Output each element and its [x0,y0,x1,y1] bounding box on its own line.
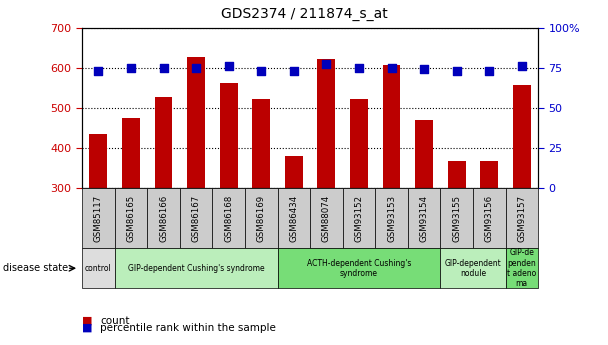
Bar [122,118,140,308]
Text: GSM93153: GSM93153 [387,195,396,242]
Text: GSM93155: GSM93155 [452,195,461,242]
Text: GSM86169: GSM86169 [257,195,266,242]
Point [354,65,364,70]
Text: disease state: disease state [3,263,68,273]
Text: GIP-dependent
nodule: GIP-dependent nodule [444,258,502,278]
Text: GSM93152: GSM93152 [354,195,364,242]
Bar [447,161,466,308]
Text: control: control [85,264,112,273]
Bar [513,85,531,308]
Point [485,68,494,74]
Point [289,68,299,74]
Text: GSM93157: GSM93157 [517,195,527,242]
Text: GIP-dependent Cushing's syndrome: GIP-dependent Cushing's syndrome [128,264,264,273]
Bar [480,161,498,308]
Point [517,63,527,69]
Bar [382,65,401,308]
Point [224,63,233,69]
Bar [187,57,205,308]
Point [322,62,331,67]
Text: GIP-de
penden
t adeno
ma: GIP-de penden t adeno ma [507,248,536,288]
Bar [252,99,270,308]
Point [94,68,103,74]
Point [452,68,461,74]
Point [257,68,266,74]
Text: ■: ■ [82,316,92,326]
Text: GSM93154: GSM93154 [420,195,429,242]
Text: ACTH-dependent Cushing's
syndrome: ACTH-dependent Cushing's syndrome [307,258,411,278]
Point [387,65,396,70]
Bar [89,134,108,308]
Bar [154,97,173,308]
Text: percentile rank within the sample: percentile rank within the sample [100,323,276,333]
Point [126,65,136,70]
Point [191,65,201,70]
Text: GSM85117: GSM85117 [94,195,103,242]
Bar [285,156,303,308]
Text: ■: ■ [82,323,92,333]
Text: GSM86167: GSM86167 [192,195,201,242]
Text: GSM88074: GSM88074 [322,195,331,242]
Text: GSM93156: GSM93156 [485,195,494,242]
Bar [350,99,368,308]
Text: GSM86165: GSM86165 [126,195,136,242]
Bar [219,82,238,308]
Point [419,67,429,72]
Point [159,65,168,70]
Bar [317,59,336,308]
Text: GDS2374 / 211874_s_at: GDS2374 / 211874_s_at [221,7,387,21]
Text: GSM86166: GSM86166 [159,195,168,242]
Bar [415,120,433,308]
Text: count: count [100,316,130,326]
Text: GSM86168: GSM86168 [224,195,233,242]
Text: GSM86434: GSM86434 [289,195,299,242]
